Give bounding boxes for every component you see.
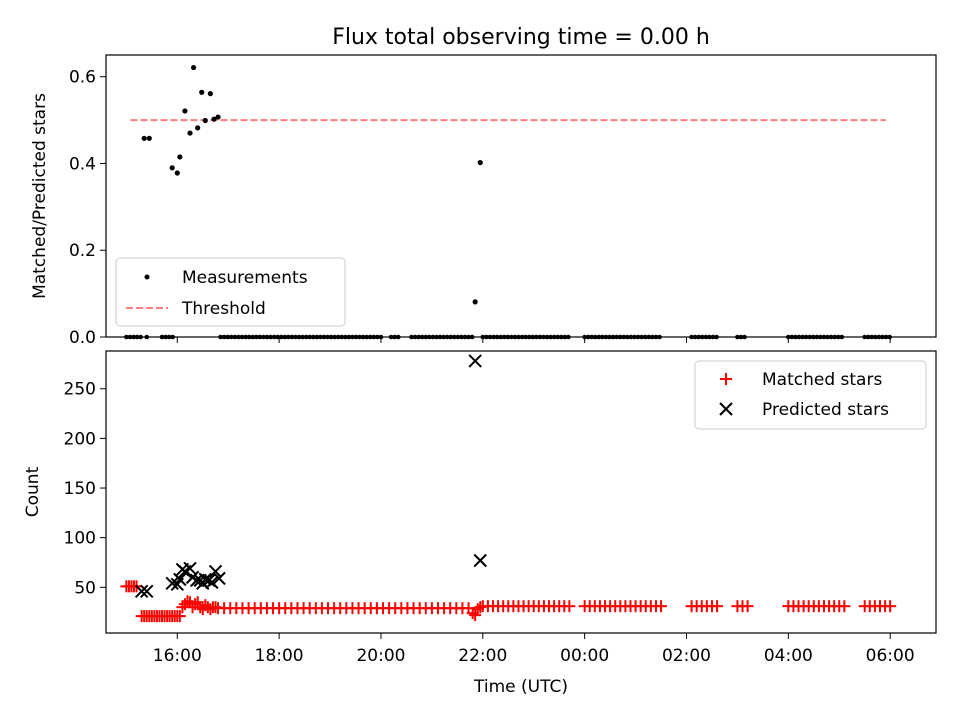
x-tick-label: 20:00 [356, 646, 405, 666]
x-tick-label: 22:00 [458, 646, 507, 666]
predicted-star-point [198, 572, 213, 587]
count-y-tick-label: 150 [64, 479, 96, 499]
count-y-tick-label: 200 [64, 429, 96, 449]
predicted-star-point [212, 571, 226, 586]
count-y-tick-label: 50 [74, 578, 96, 598]
predicted-star-point [468, 354, 482, 368]
matched-star-point [563, 600, 576, 613]
matched-legend-label: Matched stars [762, 370, 882, 390]
count-legend-box [694, 360, 927, 430]
predicted-legend-marker [719, 402, 733, 416]
matched-star-point [711, 600, 724, 613]
predicted-star-point [173, 572, 187, 587]
x-tick-label: 18:00 [255, 646, 304, 666]
matched-legend-marker [720, 373, 732, 385]
ratio-legend: Measurements Threshold [115, 257, 346, 327]
count-y-tick-label: 100 [64, 529, 96, 549]
ratio-panel: 0.0 0.2 0.4 0.6 Matched/Predicted stars Mea… [30, 54, 937, 348]
ratio-legend-box [115, 257, 346, 327]
matched-star-point [469, 609, 482, 622]
x-ticks: 16:00 18:00 20:00 22:00 00:00 02:00 04:00 06:00 [153, 633, 915, 666]
measurement-point [202, 117, 208, 124]
matched-star-point [176, 601, 189, 614]
predicted-star-point [473, 553, 487, 568]
x-tick-label: 04:00 [764, 646, 813, 666]
predicted-star-point [208, 564, 223, 579]
predicted-star-point [134, 584, 149, 599]
measurement-point [199, 89, 205, 95]
measurement-point [190, 64, 197, 71]
matched-star-point [462, 602, 475, 615]
x-tick-label: 16:00 [153, 646, 202, 666]
predicted-legend-label: Predicted stars [762, 400, 889, 420]
matched-star-point [655, 600, 668, 613]
count-panel: 50 100 150 200 250 16:00 18:00 20:00 22:00 00:00… [23, 350, 937, 697]
count-plot-area [120, 354, 897, 623]
measurement-point [477, 159, 483, 166]
predicted-star-point [165, 576, 179, 591]
x-tick-label: 06:00 [866, 646, 915, 666]
matched-star-point [189, 598, 202, 611]
count-y-ticks: 50 100 150 200 250 [64, 380, 106, 598]
count-axes-frame [105, 350, 937, 634]
x-axis-label: Time (UTC) [473, 677, 568, 697]
matched-star-point [173, 610, 186, 623]
measurement-point [177, 154, 183, 160]
chart-title: Flux total observing time = 0.00 h [332, 25, 710, 50]
measurement-point [195, 125, 201, 131]
measurements-legend-marker [144, 274, 150, 280]
measurement-point [141, 135, 147, 141]
measurement-point [472, 299, 478, 305]
threshold-legend-label: Threshold [181, 299, 266, 319]
predicted-star-point [140, 584, 154, 599]
ratio-y-tick-label: 0.0 [69, 328, 96, 348]
ratio-y-ticks: 0.0 0.2 0.4 0.6 [69, 68, 891, 348]
ratio-y-tick-label: 0.2 [69, 241, 96, 261]
ratio-y-tick-label: 0.6 [69, 68, 96, 88]
measurement-point [211, 116, 217, 122]
measurement-point [146, 135, 152, 141]
count-y-axis-label: Count [23, 466, 43, 517]
matched-star-point [838, 600, 851, 613]
measurement-point [215, 114, 221, 120]
ratio-y-tick-label: 0.4 [69, 154, 96, 174]
ratio-axes-frame [105, 54, 937, 338]
count-y-tick-label: 250 [64, 380, 96, 400]
predicted-star-point [205, 575, 219, 590]
measurement-point [187, 130, 193, 136]
ratio-plot-area [124, 64, 892, 340]
predicted-star-point [183, 561, 197, 576]
measurement-point [207, 91, 213, 97]
measurement-point [169, 165, 175, 171]
matched-star-point [178, 598, 191, 611]
matched-star-point [884, 600, 897, 613]
measurements-legend-label: Measurements [182, 268, 308, 288]
x-tick-label: 02:00 [662, 646, 711, 666]
measurement-point [174, 170, 180, 176]
measurement-point [182, 108, 188, 114]
count-legend: Matched stars Predicted stars [694, 360, 927, 430]
x-tick-label: 00:00 [560, 646, 609, 666]
ratio-y-axis-label: Matched/Predicted stars [30, 93, 50, 299]
matched-star-point [741, 600, 754, 613]
